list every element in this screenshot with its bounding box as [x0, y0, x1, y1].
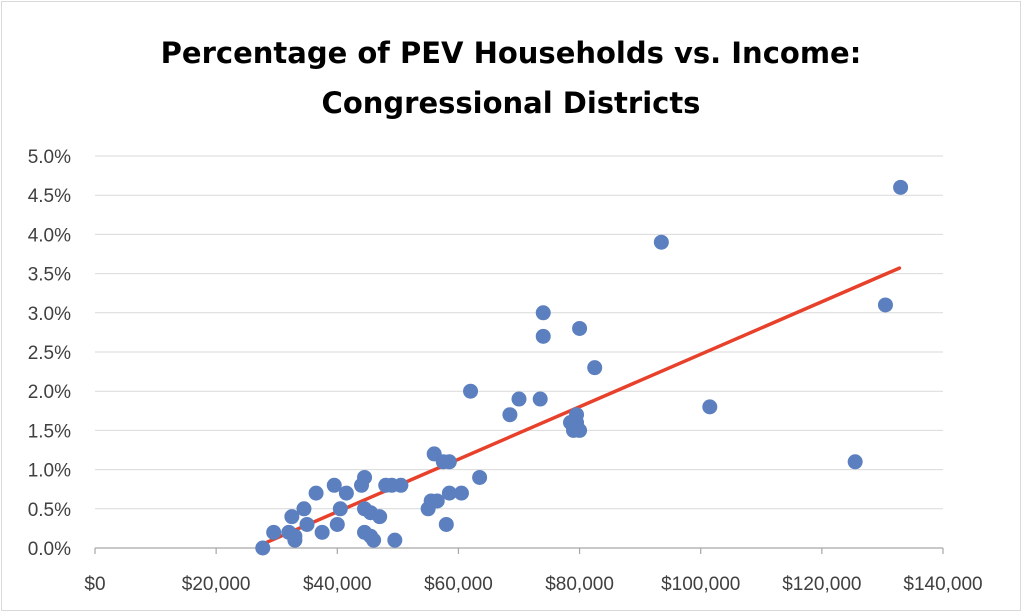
data-point: [587, 360, 603, 376]
x-tick-label: $0: [84, 574, 105, 595]
data-point: [338, 485, 354, 501]
x-tick-label: $100,000: [661, 574, 740, 595]
data-point: [438, 516, 454, 532]
y-tick-label: 0.5%: [28, 500, 71, 521]
data-point: [266, 524, 282, 540]
data-point: [893, 179, 909, 195]
y-tick-label: 3.0%: [28, 304, 71, 325]
data-point: [372, 509, 388, 525]
data-point: [299, 516, 315, 532]
data-point: [847, 454, 863, 470]
data-point: [532, 391, 548, 407]
y-tick-label: 4.0%: [28, 225, 71, 246]
data-point: [287, 528, 303, 544]
y-tick-label: 5.0%: [28, 147, 71, 168]
data-point: [702, 399, 718, 415]
data-point: [329, 516, 345, 532]
data-point: [572, 320, 588, 336]
data-point: [296, 501, 312, 517]
y-tick-label: 4.5%: [28, 186, 71, 207]
data-point: [393, 477, 409, 493]
data-point: [314, 524, 330, 540]
data-point: [502, 407, 518, 423]
data-point: [255, 540, 271, 556]
data-point: [877, 297, 893, 313]
y-tick-label: 1.5%: [28, 421, 71, 442]
x-tick-label: $140,000: [903, 574, 982, 595]
data-point: [357, 469, 373, 485]
x-tick-label: $60,000: [424, 574, 493, 595]
trendline: [261, 266, 902, 546]
data-point: [387, 532, 403, 548]
x-tick-label: $80,000: [545, 574, 614, 595]
y-tick-label: 1.0%: [28, 461, 71, 482]
chart-title-line-1: Percentage of PEV Households vs. Income:: [160, 36, 862, 70]
tick-labels: 0.0% 0.5% 1.0% 1.5% 2.0% 2.5% 3.0% 3.5% 4.0% 4.5%…: [28, 147, 983, 595]
chart-title-line-2: Congressional Districts: [321, 86, 701, 120]
data-point: [284, 509, 300, 525]
y-tick-label: 2.0%: [28, 382, 71, 403]
x-tick-label: $40,000: [303, 574, 372, 595]
data-point: [572, 422, 588, 438]
y-tick-label: 0.0%: [28, 539, 71, 560]
data-point: [463, 383, 479, 399]
x-tick-label: $20,000: [182, 574, 251, 595]
y-tick-label: 2.5%: [28, 343, 71, 364]
data-point: [453, 485, 469, 501]
data-point: [535, 328, 551, 344]
axes: [94, 547, 944, 554]
data-point: [653, 234, 669, 250]
chart-title: Percentage of PEV Households vs. Income:…: [2, 28, 1020, 128]
data-point: [429, 493, 445, 509]
data-point: [441, 485, 457, 501]
data-point: [511, 391, 527, 407]
data-point: [535, 305, 551, 321]
data-point: [308, 485, 324, 501]
data-point: [366, 532, 382, 548]
x-tick-label: $120,000: [782, 574, 861, 595]
trendline-layer: [261, 266, 902, 546]
data-point: [326, 477, 342, 493]
data-point: [441, 454, 457, 470]
data-point: [332, 501, 348, 517]
scatter-points: [255, 179, 909, 556]
data-point: [472, 469, 488, 485]
y-tick-label: 3.5%: [28, 265, 71, 286]
gridlines: [95, 155, 943, 510]
